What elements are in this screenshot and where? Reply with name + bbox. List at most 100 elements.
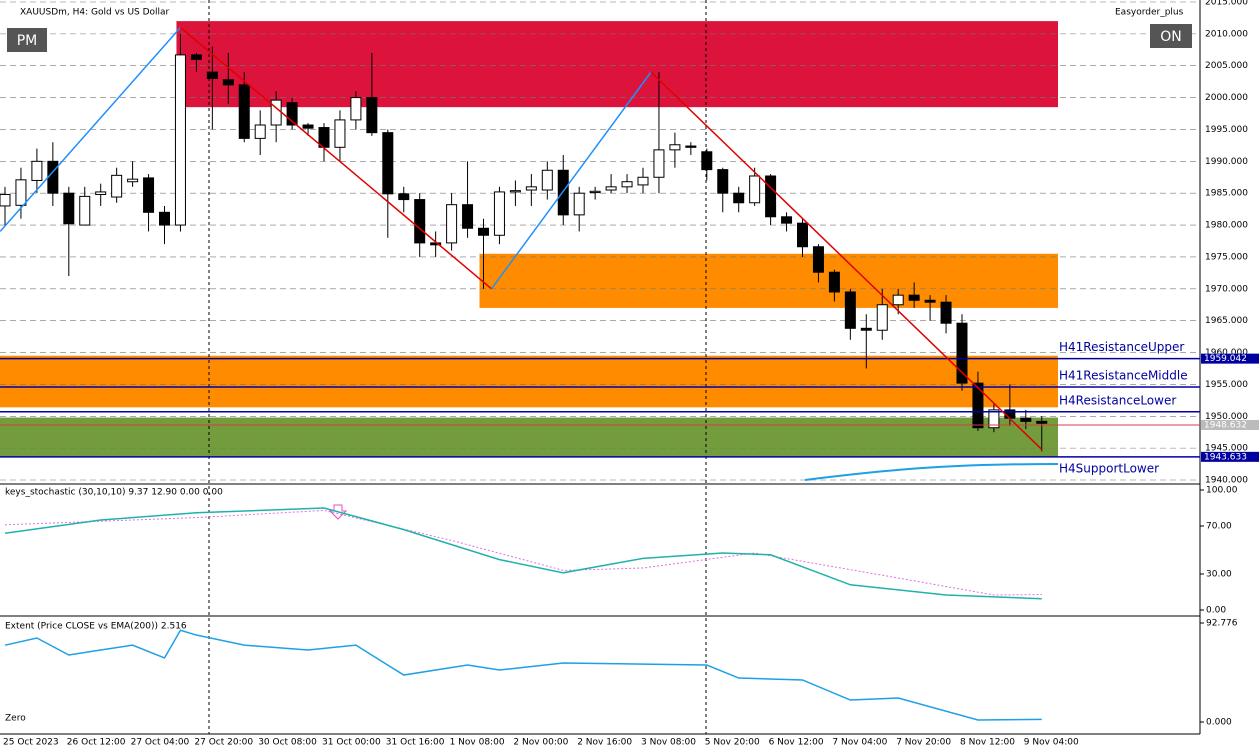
candle-body	[685, 145, 697, 148]
y-tick-label: 1990.000	[1205, 157, 1248, 167]
x-tick-label: 1 Nov 08:00	[450, 738, 505, 748]
indicator-line	[4, 629, 1042, 721]
candle-body	[972, 382, 984, 429]
zone	[0, 417, 1058, 457]
candle-body	[143, 177, 155, 213]
candle-body	[334, 119, 346, 148]
candle-body	[605, 186, 617, 191]
candle-body	[924, 299, 936, 303]
candle-body	[111, 174, 123, 198]
price-tag	[1201, 353, 1259, 364]
level-name: H4SupportLower	[1059, 461, 1159, 475]
zero-label: Zero	[5, 714, 26, 724]
y-tick-label: 1995.000	[1205, 125, 1248, 135]
extent-title: Extent (Price CLOSE vs EMA(200)) 2.516	[5, 622, 187, 632]
candle-body	[733, 192, 745, 204]
y-tick-label: 70.00	[1206, 522, 1232, 532]
price-tag	[1201, 419, 1259, 430]
y-tick-label: 1970.000	[1205, 284, 1248, 294]
y-tick-label: 0.000	[1206, 718, 1232, 728]
candle-body	[47, 160, 59, 194]
price-tag-label: 1943.633	[1204, 452, 1247, 462]
candle-body	[286, 102, 298, 126]
candle-body	[446, 204, 458, 244]
candle-body	[892, 294, 904, 306]
y-tick-label: 1955.000	[1205, 380, 1248, 390]
candle-body	[573, 192, 585, 216]
candle-body	[190, 54, 202, 60]
y-tick-label: 1965.000	[1205, 316, 1248, 326]
y-tick-label: 30.00	[1206, 570, 1232, 580]
candle-body	[493, 191, 505, 236]
candle-body	[15, 179, 27, 206]
x-tick-label: 6 Nov 12:00	[769, 738, 824, 748]
level-name: H4ResistanceLower	[1059, 393, 1176, 407]
candle-body	[621, 181, 633, 188]
candle-body	[956, 322, 968, 384]
on-button[interactable]	[1150, 24, 1192, 48]
price-axis	[1200, 0, 1260, 752]
moving-average	[804, 463, 1059, 481]
candle-body	[478, 227, 489, 236]
candle-body	[509, 190, 521, 193]
candle-body	[382, 132, 394, 195]
x-tick-label: 25 Oct 2023	[3, 738, 59, 748]
x-tick-label: 27 Oct 20:00	[194, 738, 253, 748]
candle-body	[430, 242, 442, 246]
price-tag-label: 1959.042	[1204, 354, 1247, 364]
candle-body	[127, 178, 139, 183]
candle-body	[797, 222, 808, 248]
pm-button-label[interactable]: PM	[17, 33, 38, 49]
level-name: H41ResistanceUpper	[1059, 340, 1184, 354]
candle-body	[159, 211, 170, 226]
candle-body	[653, 149, 665, 178]
y-tick-label: 2015.000	[1205, 0, 1248, 8]
y-tick-label: 2010.000	[1205, 29, 1248, 39]
zone	[479, 253, 1058, 308]
candle-body	[238, 84, 250, 139]
candle-body	[31, 160, 43, 181]
y-tick-label: 1960.000	[1205, 348, 1248, 358]
x-tick-label: 26 Oct 12:00	[67, 738, 126, 748]
candle-body	[174, 54, 186, 226]
y-tick-label: 1950.000	[1205, 412, 1248, 422]
candle-body	[940, 301, 952, 324]
candle-body	[844, 291, 856, 329]
candle-body	[366, 97, 378, 134]
candle-body	[414, 199, 426, 244]
candle-body	[222, 79, 234, 86]
candle-body	[828, 271, 840, 293]
candle-body	[0, 193, 11, 207]
candle-body	[669, 144, 681, 151]
y-tick-label: 100.00	[1206, 486, 1238, 496]
candle-body	[270, 99, 282, 126]
candle-body	[398, 193, 410, 201]
price-tag-label: 1948.632	[1204, 420, 1247, 430]
candle-body	[876, 304, 888, 331]
candle-body	[1036, 420, 1048, 424]
candle-body	[557, 169, 569, 216]
candle-body	[79, 195, 91, 226]
y-tick-label: 0.00	[1206, 606, 1226, 616]
on-button-label[interactable]: ON	[1160, 29, 1182, 45]
symbol-title: XAUUSDm, H4: Gold vs US Dollar	[20, 8, 170, 18]
y-tick-label: 1975.000	[1205, 252, 1248, 262]
x-tick-label: 31 Oct 00:00	[322, 738, 381, 748]
y-tick-label: 1940.000	[1205, 476, 1248, 486]
zigzag-segment	[490, 71, 652, 290]
pm-button[interactable]	[7, 28, 47, 52]
x-tick-label: 9 Nov 04:00	[1024, 738, 1079, 748]
candle-body	[350, 97, 362, 121]
candle-body	[717, 169, 729, 194]
candle-body	[908, 294, 920, 301]
candle-body	[781, 216, 793, 224]
expert-name: Easyorder_plus	[1115, 8, 1184, 18]
x-tick-label: 3 Nov 08:00	[641, 738, 696, 748]
candle-body	[541, 169, 553, 191]
x-tick-label: 7 Nov 04:00	[832, 738, 887, 748]
candle-body	[1020, 417, 1032, 422]
price-tag	[1201, 451, 1259, 462]
zone	[176, 21, 1058, 108]
stochastic-title: keys_stochastic (30,10,10) 9.37 12.90 0.…	[5, 488, 223, 498]
x-tick-label: 27 Oct 04:00	[131, 738, 190, 748]
